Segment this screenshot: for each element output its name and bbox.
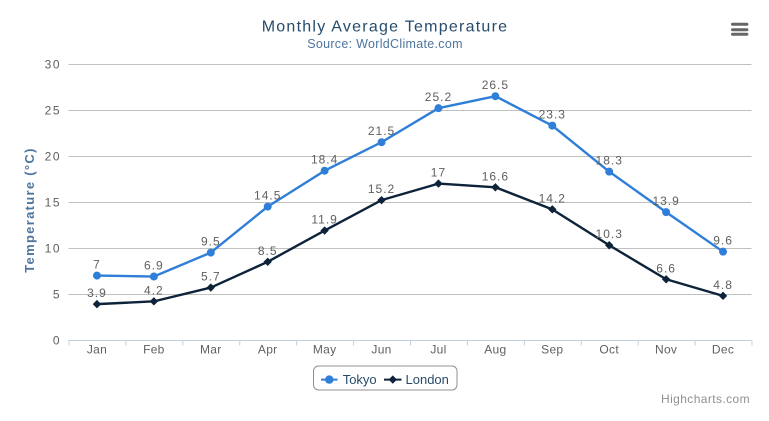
svg-text:5.7: 5.7 (201, 270, 221, 284)
svg-text:Apr: Apr (258, 343, 278, 357)
svg-text:14.5: 14.5 (254, 189, 281, 203)
svg-text:Jun: Jun (371, 343, 391, 357)
svg-text:4.2: 4.2 (144, 283, 164, 297)
svg-text:9.5: 9.5 (201, 235, 221, 249)
svg-text:20: 20 (45, 150, 61, 164)
svg-text:Temperature (°C): Temperature (°C) (22, 147, 37, 272)
svg-text:11.9: 11.9 (311, 213, 337, 227)
svg-text:9.6: 9.6 (713, 234, 733, 248)
svg-text:18.4: 18.4 (311, 153, 338, 167)
svg-text:17: 17 (431, 166, 446, 180)
svg-text:4.8: 4.8 (713, 278, 733, 292)
svg-text:Tokyo: Tokyo (343, 372, 377, 387)
svg-text:Highcharts.com: Highcharts.com (661, 392, 750, 406)
svg-text:3.9: 3.9 (87, 286, 107, 300)
svg-text:5: 5 (53, 288, 61, 302)
svg-text:6.6: 6.6 (656, 261, 676, 275)
svg-text:25.2: 25.2 (425, 90, 452, 104)
svg-text:Jan: Jan (87, 343, 107, 357)
svg-text:Dec: Dec (712, 343, 734, 357)
svg-text:Mar: Mar (200, 343, 222, 357)
svg-text:0: 0 (53, 334, 61, 348)
svg-text:16.6: 16.6 (482, 169, 509, 183)
svg-text:8.5: 8.5 (258, 244, 278, 258)
svg-text:6.9: 6.9 (144, 259, 164, 273)
svg-text:21.5: 21.5 (368, 124, 395, 138)
svg-text:London: London (406, 372, 449, 387)
svg-text:Aug: Aug (484, 343, 506, 357)
svg-text:23.3: 23.3 (539, 108, 566, 122)
svg-text:May: May (313, 343, 337, 357)
svg-text:10.3: 10.3 (596, 227, 623, 241)
svg-text:Feb: Feb (143, 343, 165, 357)
svg-text:15: 15 (45, 196, 61, 210)
svg-text:15.2: 15.2 (368, 182, 395, 196)
svg-text:30: 30 (45, 58, 61, 72)
svg-text:26.5: 26.5 (482, 78, 509, 92)
svg-text:10: 10 (45, 242, 61, 256)
svg-text:Nov: Nov (655, 343, 677, 357)
svg-text:18.3: 18.3 (596, 154, 623, 168)
svg-text:13.9: 13.9 (652, 194, 679, 208)
svg-text:25: 25 (45, 104, 61, 118)
svg-text:Sep: Sep (541, 343, 563, 357)
svg-text:Source: WorldClimate.com: Source: WorldClimate.com (307, 37, 463, 51)
svg-text:Monthly Average Temperature: Monthly Average Temperature (262, 19, 509, 36)
svg-text:Jul: Jul (430, 343, 446, 357)
svg-text:Oct: Oct (599, 343, 619, 357)
svg-text:7: 7 (93, 258, 101, 272)
svg-text:14.2: 14.2 (539, 191, 566, 205)
